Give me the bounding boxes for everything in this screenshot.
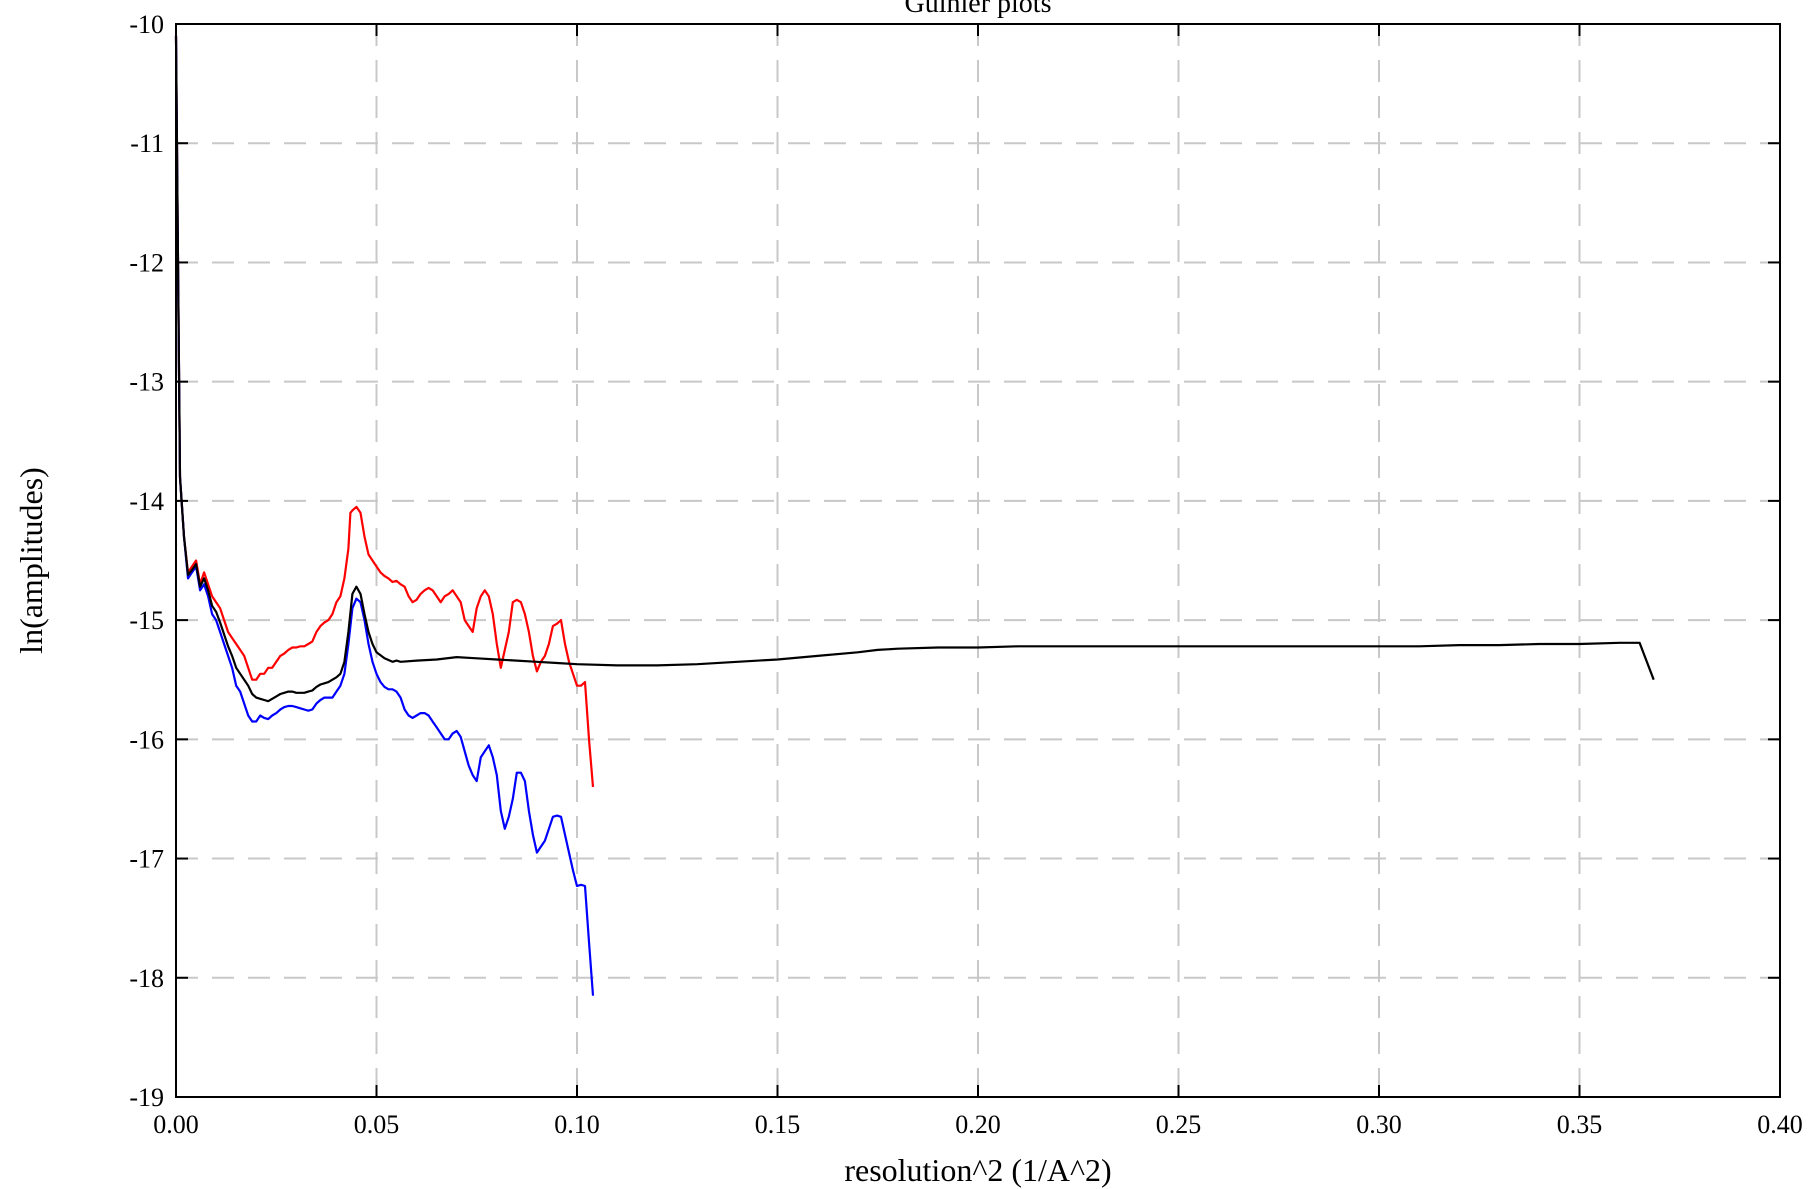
x-tick-label: 0.05: [354, 1110, 400, 1139]
x-tick-label: 0.30: [1356, 1110, 1402, 1139]
y-tick-label: -14: [129, 487, 164, 516]
tick-labels: 0.00 0.05 0.10 0.15 0.20 0.25 0.30 0.35 0.40 -10 -…: [129, 10, 1802, 1139]
y-tick-label: -13: [129, 368, 164, 397]
x-tick-label: 0.10: [554, 1110, 600, 1139]
chart-title: Guinier plots: [905, 0, 1052, 19]
x-tick-label: 0.15: [755, 1110, 801, 1139]
y-tick-label: -11: [130, 129, 164, 158]
x-tick-label: 0.00: [153, 1110, 199, 1139]
series-line-1: [174, 35, 595, 788]
y-axis-title: ln(amplitudes): [13, 467, 49, 654]
series-line-3: [174, 35, 1655, 703]
x-tick-label: 0.40: [1757, 1110, 1803, 1139]
x-tick-label: 0.35: [1557, 1110, 1603, 1139]
x-tick-label: 0.20: [955, 1110, 1001, 1139]
y-tick-label: -12: [129, 248, 164, 277]
y-tick-label: -19: [129, 1083, 164, 1112]
y-tick-label: -15: [129, 606, 164, 635]
y-tick-label: -17: [129, 845, 164, 874]
y-tick-label: -10: [129, 10, 164, 39]
grid: [176, 24, 1780, 1097]
series-layer: [174, 35, 1655, 996]
series-line-2: [174, 35, 595, 996]
x-axis-title: resolution^2 (1/A^2): [844, 1152, 1111, 1188]
y-tick-label: -18: [129, 964, 164, 993]
y-tick-label: -16: [129, 725, 164, 754]
x-tick-label: 0.25: [1156, 1110, 1202, 1139]
